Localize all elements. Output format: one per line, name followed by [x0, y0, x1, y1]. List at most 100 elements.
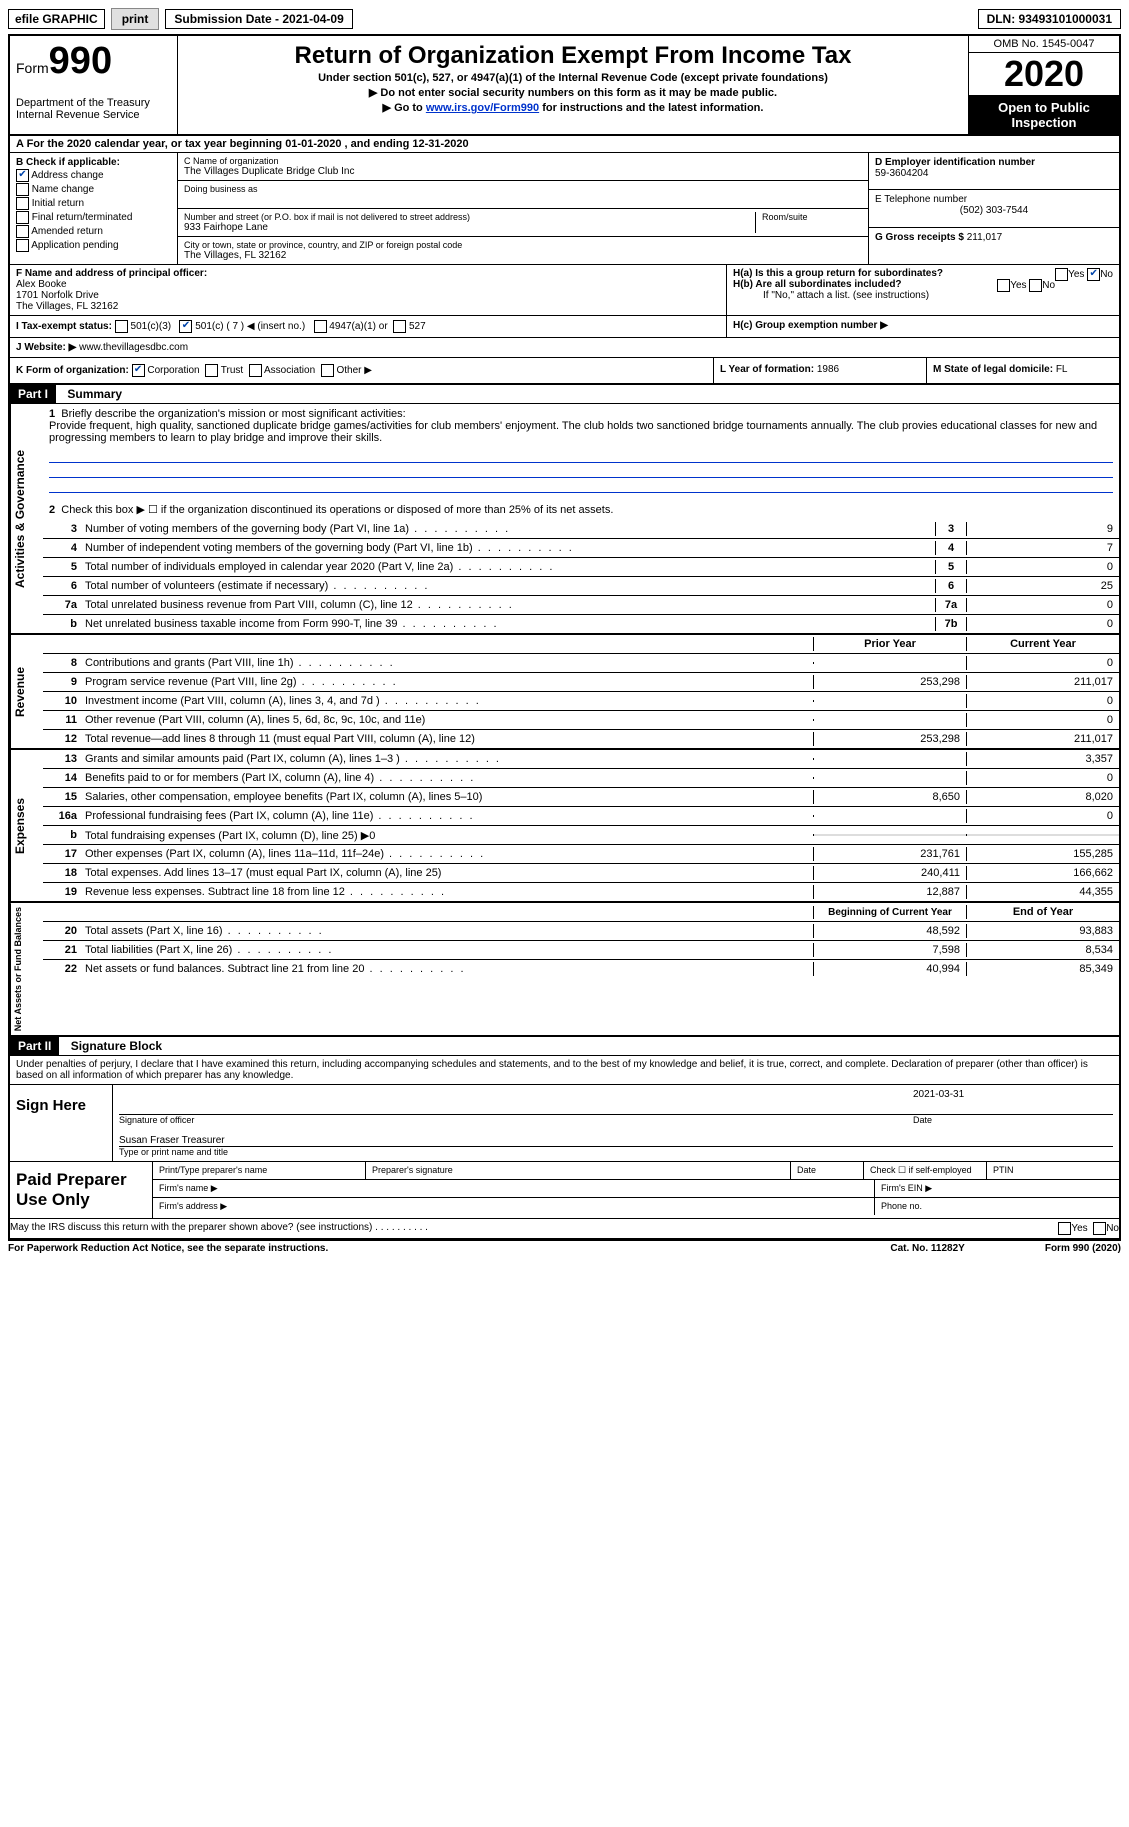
signature-block: Under penalties of perjury, I declare th…: [10, 1056, 1119, 1239]
cb-addr-change[interactable]: Address change: [16, 169, 171, 182]
line-7b: bNet unrelated business taxable income f…: [43, 615, 1119, 633]
block-f-h: F Name and address of principal officer:…: [10, 265, 1119, 316]
cb-name-change[interactable]: Name change: [16, 183, 171, 196]
line-16a: 16aProfessional fundraising fees (Part I…: [43, 807, 1119, 826]
officer-name-title: Susan Fraser Treasurer: [119, 1135, 1113, 1146]
cb-amended[interactable]: Amended return: [16, 225, 171, 238]
form-word: Form: [16, 60, 49, 76]
mission-text: Provide frequent, high quality, sanction…: [49, 420, 1097, 444]
line-10: 10Investment income (Part VIII, column (…: [43, 692, 1119, 711]
blank-line1: [49, 448, 1113, 463]
addr-label: Number and street (or P.O. box if mail i…: [184, 212, 755, 222]
top-bar: efile GRAPHIC print Submission Date - 20…: [8, 8, 1121, 30]
l-year: L Year of formation: 1986: [713, 358, 926, 383]
dln-number: DLN: 93493101000031: [978, 9, 1121, 29]
activities-section: Activities & Governance 1 Briefly descri…: [10, 404, 1119, 635]
header-sub1: Under section 501(c), 527, or 4947(a)(1)…: [184, 72, 962, 84]
preparer-grid: Print/Type preparer's name Preparer's si…: [153, 1162, 1119, 1218]
revenue-section: Revenue Prior YearCurrent Year 8Contribu…: [10, 635, 1119, 750]
discuss-row: May the IRS discuss this return with the…: [10, 1219, 1119, 1239]
firm-ein-cell: Firm's EIN ▶: [875, 1180, 1119, 1197]
line2-text: Check this box ▶ ☐ if the organization d…: [61, 504, 613, 516]
phone-label: E Telephone number: [875, 194, 1113, 205]
header-mid: Return of Organization Exempt From Incom…: [178, 36, 968, 134]
efile-label: efile GRAPHIC: [8, 9, 105, 29]
cb-initial[interactable]: Initial return: [16, 197, 171, 210]
hb-yes: Yes: [1010, 280, 1026, 291]
i-label: I Tax-exempt status:: [16, 321, 112, 332]
line-12: 12Total revenue—add lines 8 through 11 (…: [43, 730, 1119, 748]
cb-app-pending[interactable]: Application pending: [16, 239, 171, 252]
part2-bar: Part II Signature Block: [10, 1037, 1119, 1056]
i-4947: 4947(a)(1) or: [329, 321, 387, 332]
d-ein: D Employer identification number 59-3604…: [869, 153, 1119, 190]
hb-no: No: [1042, 280, 1055, 291]
blank-line3: [49, 478, 1113, 493]
name-title-line: Type or print name and title: [119, 1146, 1113, 1157]
j-website: J Website: ▶ www.thevillagesdbc.com: [10, 338, 1119, 357]
block-klm: K Form of organization: Corporation Trus…: [10, 358, 1119, 385]
sign-here-label: Sign Here: [10, 1085, 113, 1161]
d-phone: E Telephone number (502) 303-7544: [869, 190, 1119, 227]
line-5: 5Total number of individuals employed in…: [43, 558, 1119, 577]
cb-final[interactable]: Final return/terminated: [16, 211, 171, 224]
c-dba-row: Doing business as: [178, 181, 868, 209]
officer-addr1: 1701 Norfolk Drive: [16, 290, 99, 301]
block-h: H(a) Is this a group return for subordin…: [726, 265, 1119, 315]
c-addr-row: Number and street (or P.O. box if mail i…: [178, 209, 868, 237]
line-16b: bTotal fundraising expenses (Part IX, co…: [43, 826, 1119, 845]
prep-date-cell: Date: [791, 1162, 864, 1179]
hb-label: H(b) Are all subordinates included?: [733, 279, 902, 290]
i-527: 527: [409, 321, 426, 332]
paperwork-notice: For Paperwork Reduction Act Notice, see …: [8, 1243, 890, 1254]
c-name-row: C Name of organization The Villages Dupl…: [178, 153, 868, 181]
part1-bar: Part I Summary: [10, 385, 1119, 404]
prep-sig-cell: Preparer's signature: [366, 1162, 791, 1179]
print-button[interactable]: print: [111, 8, 160, 30]
line-4: 4Number of independent voting members of…: [43, 539, 1119, 558]
f-label: F Name and address of principal officer:: [16, 268, 207, 279]
firm-name-cell: Firm's name ▶: [153, 1180, 875, 1197]
i-501c3: 501(c)(3): [131, 321, 172, 332]
sig-date-val: 2021-03-31: [913, 1089, 1113, 1100]
k-assoc: Association: [264, 365, 315, 376]
column-b: B Check if applicable: Address change Na…: [10, 153, 178, 264]
ein-value: 59-3604204: [875, 168, 1113, 179]
part2-title: Signature Block: [63, 1037, 170, 1055]
prep-row3: Firm's address ▶ Phone no.: [153, 1198, 1119, 1215]
line-18: 18Total expenses. Add lines 13–17 (must …: [43, 864, 1119, 883]
omb-number: OMB No. 1545-0047: [969, 36, 1119, 53]
k-label: K Form of organization:: [16, 365, 129, 376]
line-22: 22Net assets or fund balances. Subtract …: [43, 960, 1119, 978]
ptin-cell: PTIN: [987, 1162, 1119, 1179]
room-label: Room/suite: [762, 212, 862, 222]
i-tax-status: I Tax-exempt status: 501(c)(3) 501(c) ( …: [10, 316, 726, 337]
form-footer: Form 990 (2020): [1045, 1243, 1121, 1254]
side-governance: Activities & Governance: [10, 404, 43, 633]
prep-name-cell: Print/Type preparer's name: [153, 1162, 366, 1179]
header-left: Form990 Department of the Treasury Inter…: [10, 36, 178, 134]
line1-num: 1: [49, 408, 55, 420]
c-city-row: City or town, state or province, country…: [178, 237, 868, 264]
block-bcd: B Check if applicable: Address change Na…: [10, 153, 1119, 265]
officer-addr2: The Villages, FL 32162: [16, 301, 118, 312]
open-inspection: Open to Public Inspection: [969, 96, 1119, 134]
k-corp: Corporation: [147, 365, 199, 376]
prep-row1: Print/Type preparer's name Preparer's si…: [153, 1162, 1119, 1180]
prep-row2: Firm's name ▶ Firm's EIN ▶: [153, 1180, 1119, 1198]
irs-link[interactable]: www.irs.gov/Form990: [426, 102, 539, 114]
ha-label: H(a) Is this a group return for subordin…: [733, 268, 943, 279]
line-6: 6Total number of volunteers (estimate if…: [43, 577, 1119, 596]
rev-header: Prior YearCurrent Year: [43, 635, 1119, 654]
org-address: 933 Fairhope Lane: [184, 222, 755, 233]
ein-label: D Employer identification number: [875, 157, 1113, 168]
gross-value: 211,017: [967, 232, 1002, 243]
ha-no: No: [1100, 269, 1113, 280]
j-label: J Website: ▶: [16, 342, 76, 353]
line2: 2 Check this box ▶ ☐ if the organization…: [43, 493, 1119, 520]
k-other: Other ▶: [336, 365, 371, 376]
page-footer: For Paperwork Reduction Act Notice, see …: [8, 1241, 1121, 1256]
c-name-label: C Name of organization: [184, 156, 862, 166]
discuss-yes: Yes: [1071, 1223, 1087, 1234]
block-j: J Website: ▶ www.thevillagesdbc.com: [10, 338, 1119, 358]
